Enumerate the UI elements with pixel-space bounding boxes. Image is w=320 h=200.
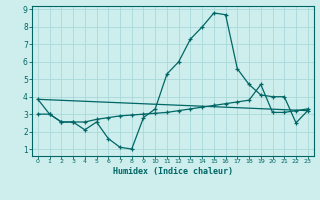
X-axis label: Humidex (Indice chaleur): Humidex (Indice chaleur) — [113, 167, 233, 176]
